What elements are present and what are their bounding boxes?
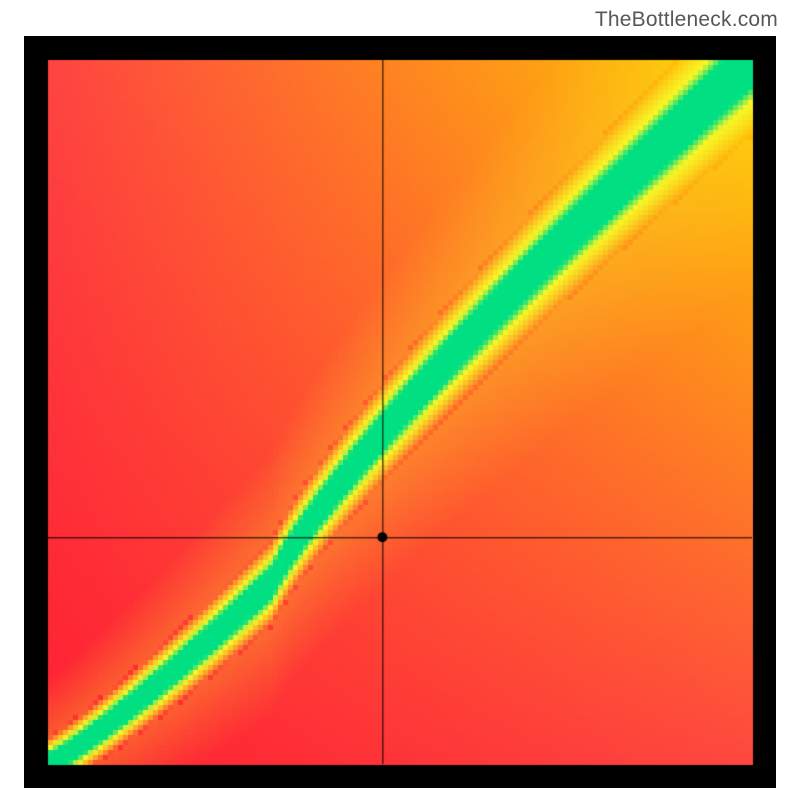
figure-container: TheBottleneck.com [0,0,800,800]
plot-border [24,36,776,788]
heatmap-canvas [24,36,776,788]
watermark-text: TheBottleneck.com [595,8,778,32]
